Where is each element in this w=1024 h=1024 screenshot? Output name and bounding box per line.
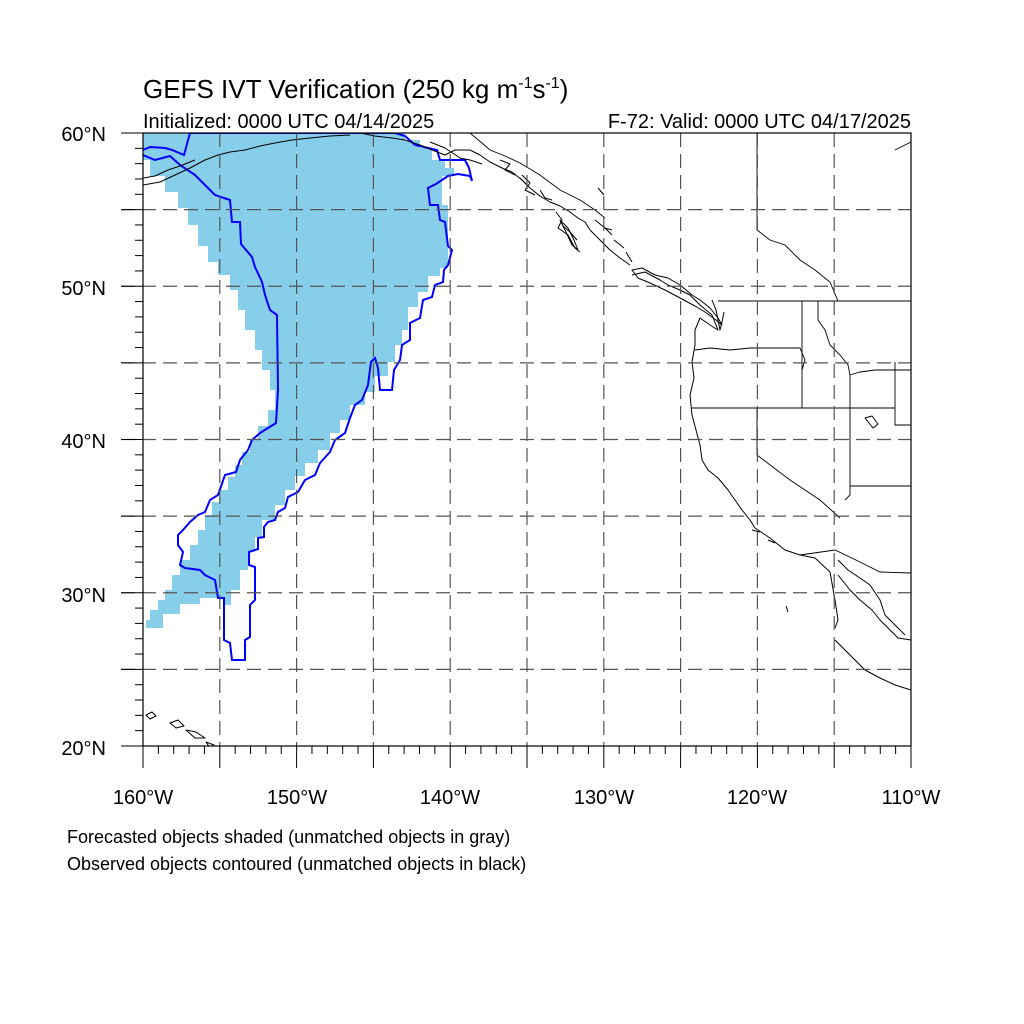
montana-boundary	[849, 369, 911, 376]
lon-label-150w: 150°W	[267, 787, 327, 809]
lon-label-110w: 110°W	[882, 787, 941, 809]
observed-ivt-contour	[143, 133, 473, 661]
lat-label-60n: 60°N	[61, 124, 106, 146]
washington-oregon-border	[694, 347, 806, 371]
title-main: GEFS IVT Verification (250 kg m	[143, 74, 518, 104]
puget-sound	[711, 299, 725, 331]
nevada-california-border	[756, 408, 841, 519]
haida-gwaii	[559, 219, 579, 251]
lat-label-50n: 50°N	[61, 278, 106, 300]
title-end: )	[560, 74, 569, 104]
lon-label-130w: 130°W	[574, 787, 634, 809]
init-time-label: Initialized: 0000 UTC 04/14/2025	[143, 111, 434, 133]
axis-ticks	[121, 132, 912, 768]
observed-legend-note: Observed objects contoured (unmatched ob…	[67, 854, 526, 874]
longitude-labels: 160°W 150°W 140°W 130°W 120°W 110°W	[113, 787, 941, 809]
idaho-boundary	[801, 301, 851, 408]
title-unit-s: s	[532, 74, 545, 104]
lon-label-120w: 120°W	[727, 787, 787, 809]
nevada-utah-border	[844, 408, 851, 501]
lon-label-140w: 140°W	[420, 787, 480, 809]
vancouver-island	[631, 267, 723, 326]
latitude-labels: 60°N 50°N 40°N 30°N 20°N	[61, 124, 106, 760]
title-exponent-2: -1	[545, 75, 559, 92]
us-mexico-border	[799, 549, 911, 574]
canada-coast-inlets	[589, 225, 633, 266]
title-exponent-1: -1	[518, 75, 532, 92]
forecast-ivt-object	[143, 133, 454, 628]
alaska-coastline	[143, 133, 591, 231]
wyoming-box	[894, 362, 911, 426]
north-america-west-coastline	[631, 271, 911, 691]
lat-label-30n: 30°N	[61, 585, 106, 607]
lat-label-40n: 40°N	[61, 431, 106, 453]
forecast-legend-note: Forecasted objects shaded (unmatched obj…	[67, 827, 510, 847]
lon-label-160w: 160°W	[113, 787, 173, 809]
great-salt-lake	[864, 415, 879, 429]
valid-time-label: F-72: Valid: 0000 UTC 04/17/2025	[608, 111, 911, 133]
figure-title: GEFS IVT Verification (250 kg m-1s-1)	[143, 74, 568, 104]
alaska-panhandle-islands	[429, 141, 613, 253]
canada-interior-lines	[756, 133, 911, 302]
channel-islands	[751, 529, 789, 613]
map-area	[143, 133, 911, 746]
hawaii-islands	[145, 711, 215, 746]
lat-label-20n: 20°N	[61, 738, 106, 760]
graticule	[121, 133, 911, 746]
alaska-canada-border	[469, 133, 606, 219]
